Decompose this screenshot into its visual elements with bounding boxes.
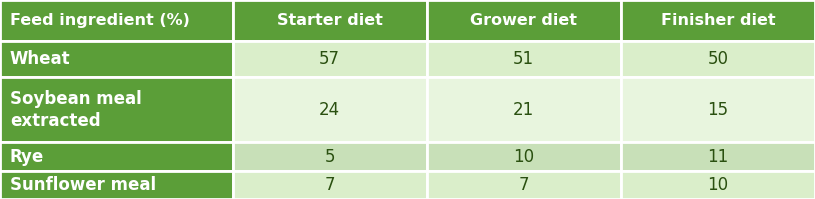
Bar [427,142,621,171]
Bar [621,171,815,199]
Text: Finisher diet: Finisher diet [661,13,775,28]
Text: 15: 15 [707,101,729,119]
Text: 50: 50 [707,50,729,68]
Bar [621,142,815,171]
Text: 21: 21 [513,101,535,119]
Bar [232,171,427,199]
Text: Sunflower meal: Sunflower meal [10,176,156,194]
Text: Feed ingredient (%): Feed ingredient (%) [10,13,190,28]
Text: 24: 24 [319,101,340,119]
Text: 7: 7 [324,176,335,194]
Bar [427,0,621,41]
Text: 10: 10 [707,176,729,194]
Bar [0,142,232,171]
Bar [232,142,427,171]
Bar [427,171,621,199]
Text: Starter diet: Starter diet [276,13,382,28]
Bar [0,41,232,77]
Text: 51: 51 [513,50,535,68]
Text: Wheat: Wheat [10,50,70,68]
Bar [427,77,621,142]
Bar [0,0,232,41]
Bar [0,171,232,199]
Text: Rye: Rye [10,148,44,166]
Text: Soybean meal
extracted: Soybean meal extracted [10,90,142,130]
Bar [621,0,815,41]
Text: 7: 7 [518,176,529,194]
Bar [0,77,232,142]
Bar [232,77,427,142]
Bar [621,41,815,77]
Text: 11: 11 [707,148,729,166]
Text: 5: 5 [324,148,335,166]
Bar [232,41,427,77]
Text: 10: 10 [513,148,535,166]
Bar [427,41,621,77]
Bar [621,77,815,142]
Text: Grower diet: Grower diet [470,13,577,28]
Text: 57: 57 [319,50,340,68]
Bar [232,0,427,41]
